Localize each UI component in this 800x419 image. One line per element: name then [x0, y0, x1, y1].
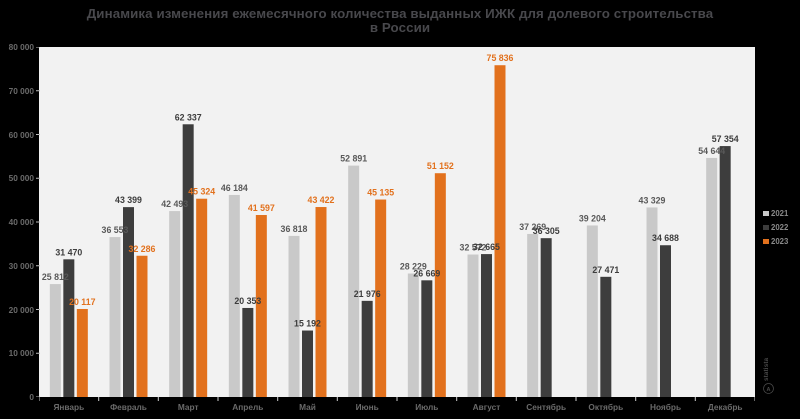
svg-text:51 152: 51 152 [427, 161, 454, 171]
svg-text:41 597: 41 597 [248, 203, 275, 213]
svg-text:45 135: 45 135 [367, 188, 394, 198]
svg-text:46 184: 46 184 [221, 183, 248, 193]
svg-text:25 812: 25 812 [42, 272, 69, 282]
svg-text:34 688: 34 688 [652, 233, 679, 243]
svg-text:20 353: 20 353 [234, 296, 261, 306]
svg-text:62 337: 62 337 [175, 112, 202, 122]
svg-text:32 286: 32 286 [129, 244, 156, 254]
svg-text:43 422: 43 422 [308, 195, 335, 205]
svg-text:36 305: 36 305 [533, 226, 560, 236]
svg-text:57 354: 57 354 [712, 134, 739, 144]
svg-text:36 818: 36 818 [281, 224, 308, 234]
svg-text:27 471: 27 471 [592, 265, 619, 275]
svg-text:42 493: 42 493 [161, 199, 188, 209]
svg-text:32 665: 32 665 [473, 242, 500, 252]
svg-text:52 891: 52 891 [340, 154, 367, 164]
svg-text:45 324: 45 324 [188, 187, 215, 197]
svg-text:26 669: 26 669 [413, 268, 440, 278]
svg-text:39 204: 39 204 [579, 214, 606, 224]
svg-text:A: A [767, 387, 771, 393]
svg-text:20 117: 20 117 [69, 297, 96, 307]
svg-text:21 976: 21 976 [354, 289, 381, 299]
svg-text:31 470: 31 470 [55, 247, 82, 257]
svg-text:15 192: 15 192 [294, 319, 321, 329]
svg-text:36 553: 36 553 [102, 225, 129, 235]
svg-text:43 329: 43 329 [639, 195, 666, 205]
svg-text:54 644: 54 644 [698, 146, 725, 156]
svg-text:43 399: 43 399 [115, 195, 142, 205]
svg-text:75 836: 75 836 [487, 53, 514, 63]
